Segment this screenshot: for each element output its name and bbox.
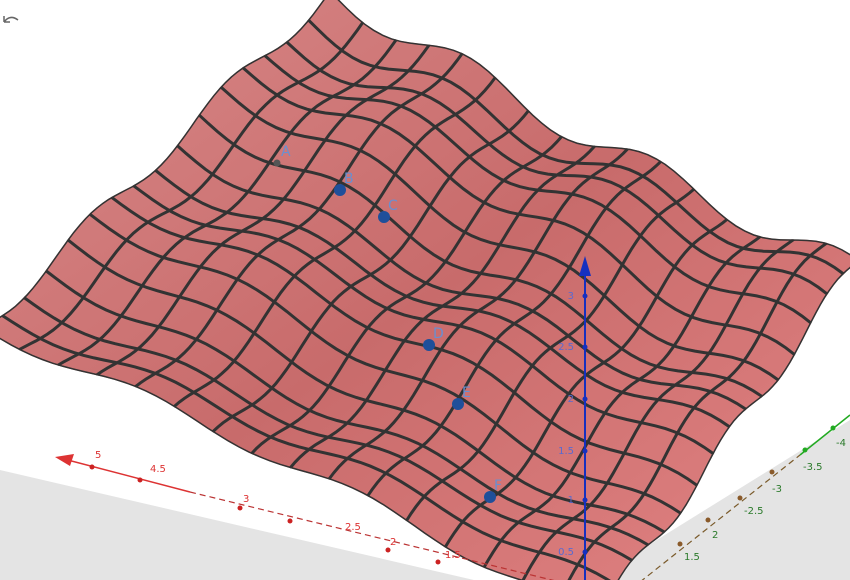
z-tick-label: 2.5 (558, 342, 574, 353)
x-tick (89, 464, 95, 470)
z-tick-label: 1.5 (558, 446, 574, 457)
mesh-line (521, 238, 795, 580)
shadow-plane (0, 420, 850, 580)
y-tick (737, 495, 743, 501)
mesh-line (482, 235, 762, 569)
mesh-line (66, 238, 666, 534)
point[interactable] (452, 398, 464, 410)
point-label: E (462, 385, 471, 401)
x-tick-label: 2 (390, 537, 396, 548)
x-tick-label: 4.5 (150, 464, 166, 475)
z-tick (582, 497, 588, 503)
point[interactable] (334, 184, 346, 196)
x-tick (435, 559, 441, 565)
y-tick (769, 469, 775, 475)
mesh-line (132, 184, 715, 456)
undo-icon[interactable] (3, 16, 19, 23)
mesh-line (0, 325, 601, 580)
z-tick (582, 549, 588, 555)
mesh-line (110, 195, 699, 487)
point-label: A (281, 144, 291, 160)
y-axis (799, 414, 850, 456)
z-tick (582, 293, 588, 299)
y-tick-label: -2.5 (744, 506, 764, 517)
mesh-line (1, 314, 618, 580)
y-tick (705, 517, 711, 523)
x-tick-label: 5 (95, 450, 101, 461)
point-label: D (433, 326, 444, 342)
y-tick-label: -4 (836, 438, 846, 449)
point-label: F (494, 478, 502, 494)
y-axis-hidden (641, 454, 801, 580)
x-tick (385, 547, 391, 553)
mesh-line (327, 147, 630, 481)
z-tick-label: 0.5 (558, 547, 574, 558)
y-tick (677, 541, 683, 547)
points: A B C D E F (273, 144, 502, 503)
y-tick-label: -3 (772, 484, 782, 495)
z-tick (582, 448, 588, 454)
z-axis-arrow (579, 256, 591, 276)
z-tick (582, 344, 588, 350)
point[interactable] (378, 211, 390, 223)
z-tick-label: 2 (568, 394, 574, 405)
point[interactable] (484, 491, 496, 503)
y-tick-label: 1.5 (684, 552, 700, 563)
mesh-line (154, 168, 731, 429)
x-tick (287, 518, 293, 524)
mesh-line (598, 259, 850, 580)
mesh-line (405, 187, 696, 522)
y-tick-label: -3.5 (803, 462, 823, 473)
point[interactable] (273, 159, 281, 167)
y-tick (802, 447, 808, 453)
y-tick-label: 2 (712, 530, 718, 541)
mesh-line (366, 159, 663, 498)
axes: 5 4.5 3 2.5 2 1.5 -4 -3.5 -3 -2.5 2 1.5 0.5 1 1.5 2 2.5 3 (55, 256, 850, 580)
x-axis (59, 457, 191, 493)
x-tick (137, 477, 143, 483)
x-tick-label: 2.5 (345, 522, 361, 533)
x-tick (237, 505, 243, 511)
z-tick (582, 396, 588, 402)
mesh-line (88, 212, 683, 515)
x-tick-label: 1.5 (445, 550, 461, 561)
point-label: C (388, 198, 398, 214)
x-axis-hidden (189, 491, 555, 580)
mesh-line (559, 241, 828, 580)
point[interactable] (423, 339, 435, 351)
x-axis-arrow (55, 454, 74, 466)
mesh-line (22, 296, 634, 562)
mesh-line (44, 269, 650, 547)
y-tick (830, 425, 836, 431)
x-tick-label: 3 (243, 494, 249, 505)
z-tick-label: 3 (568, 291, 574, 302)
point-label: B (344, 171, 354, 187)
z-tick-label: 1 (568, 495, 574, 506)
